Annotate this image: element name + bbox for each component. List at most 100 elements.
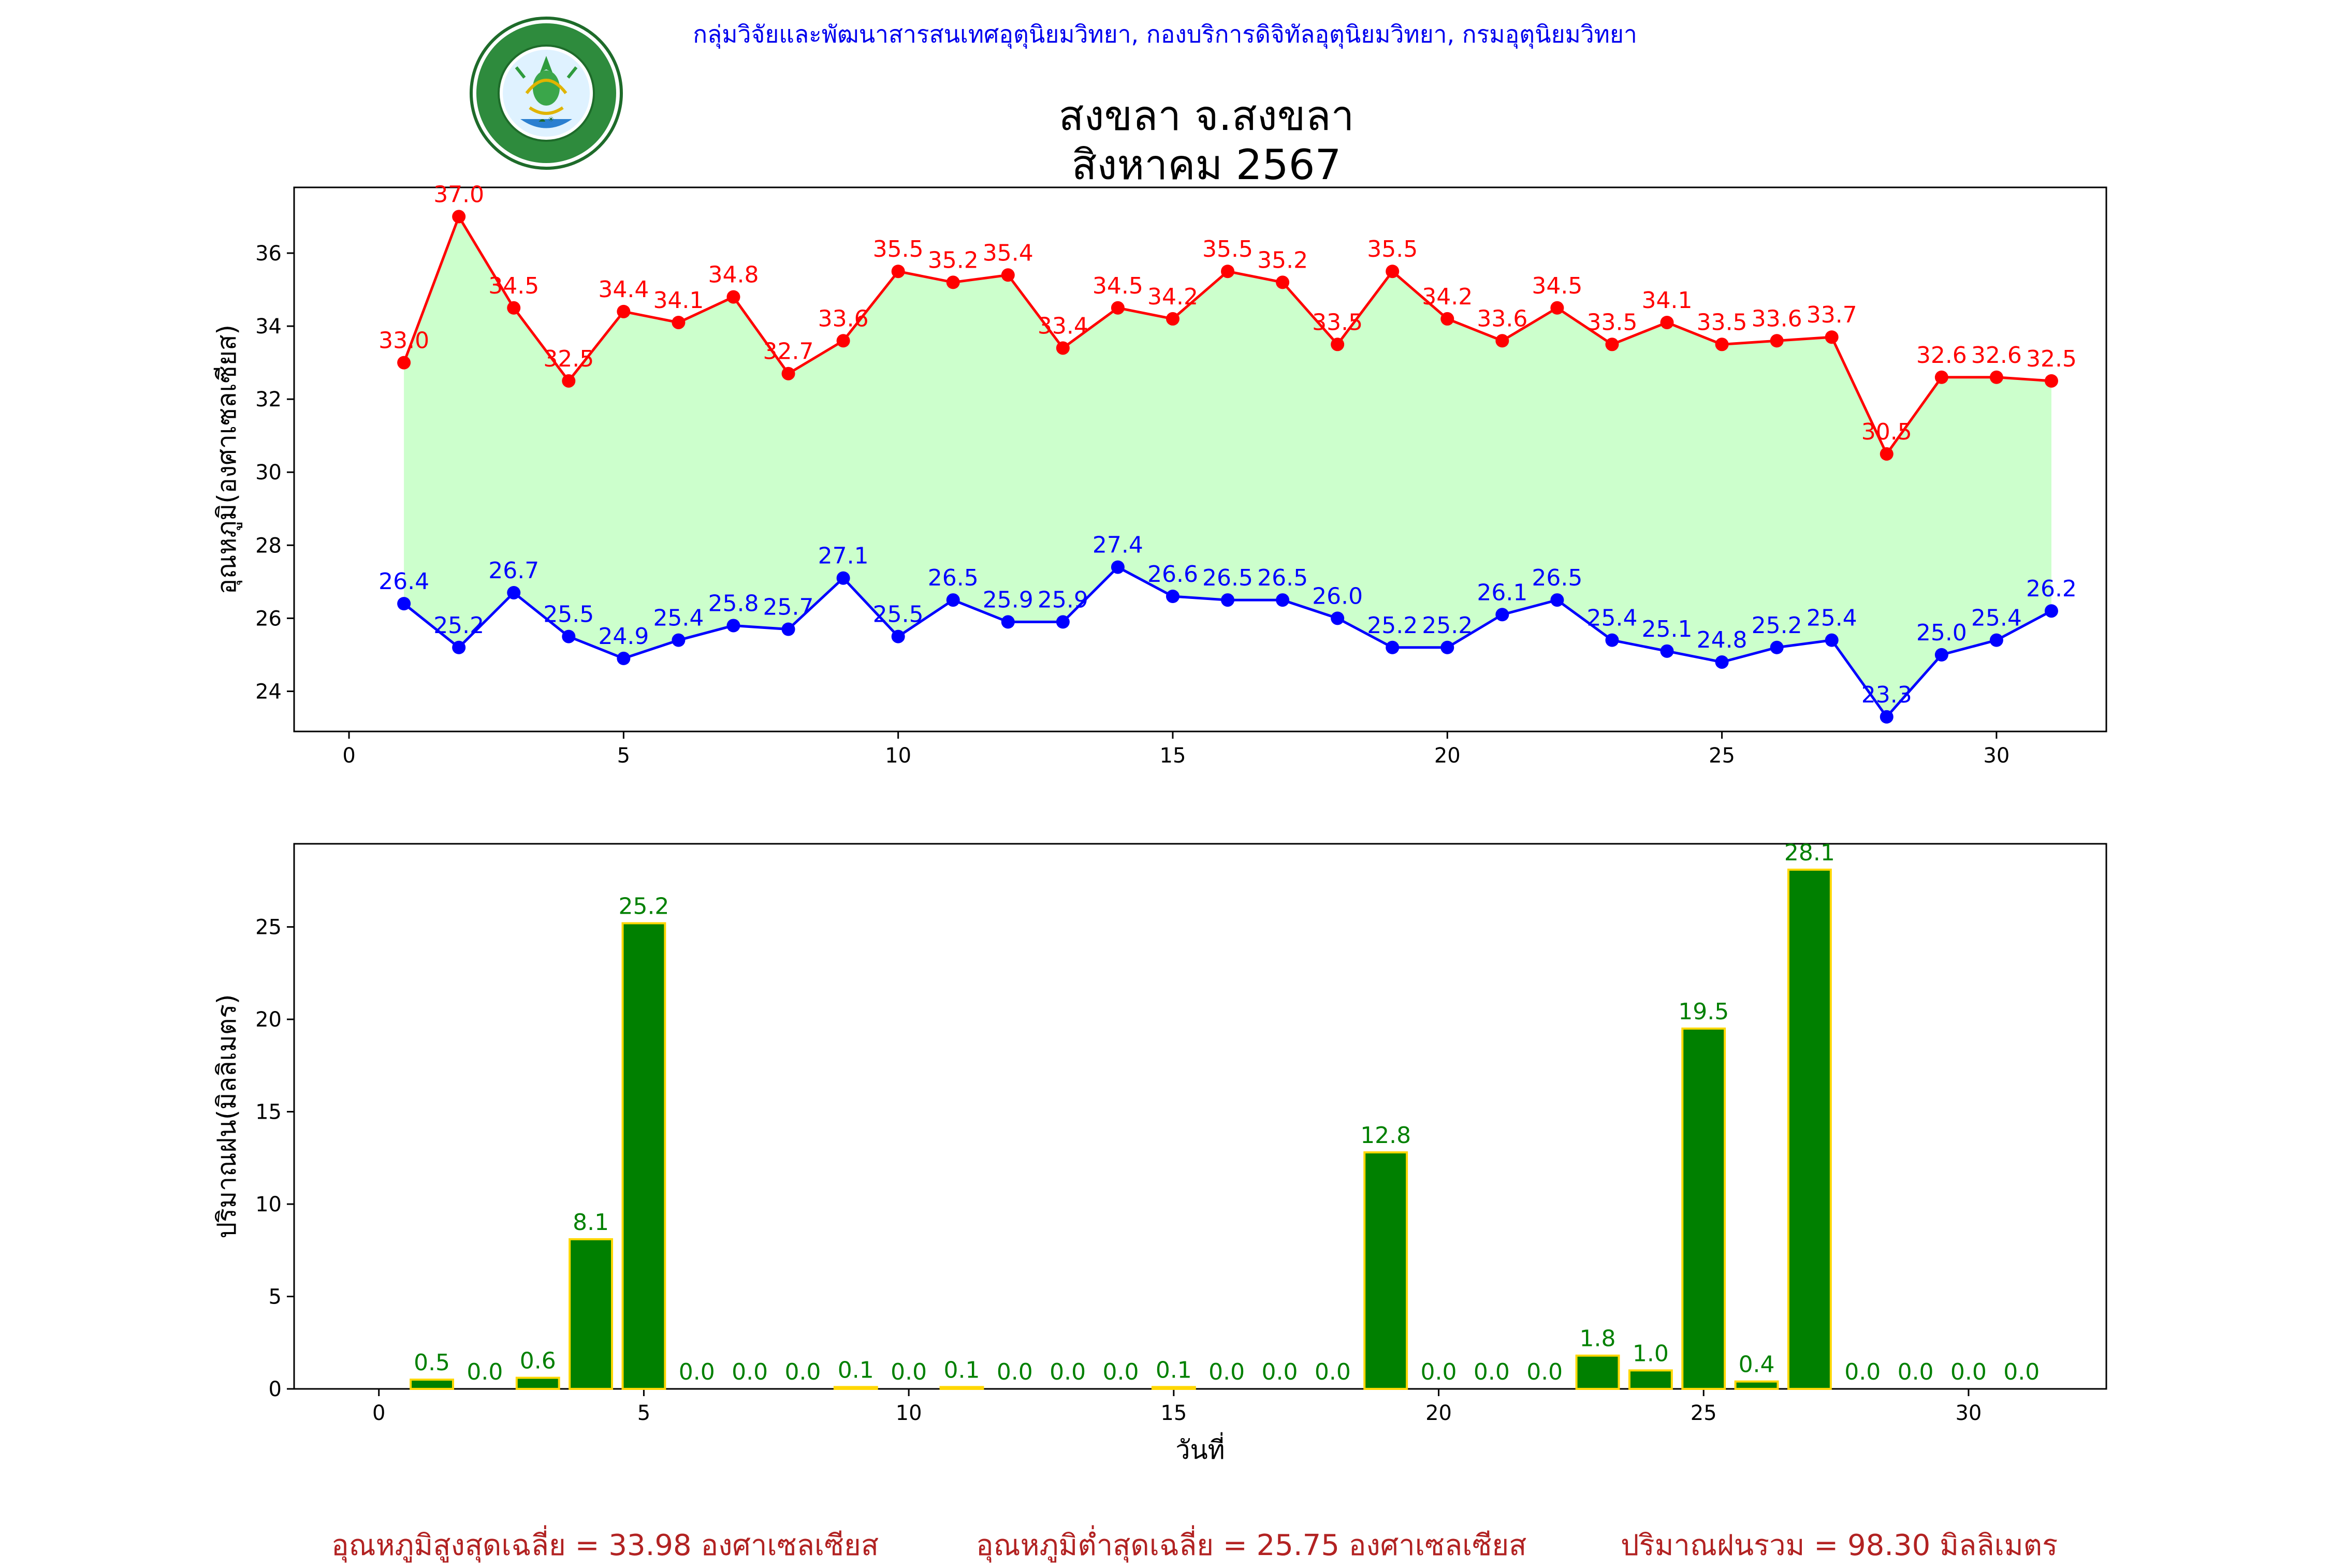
rain-bar [621, 922, 666, 1390]
y-tick-label: 26 [255, 607, 282, 631]
y-tick-label: 15 [255, 1101, 282, 1124]
tmax-data-label: 32.5 [543, 346, 594, 372]
rain-data-label: 0.0 [1474, 1359, 1510, 1385]
tmax-data-label: 35.2 [928, 247, 979, 273]
tmax-point [1166, 312, 1179, 326]
tmin-point [946, 593, 960, 607]
summary-total-rain: ปริมาณฝนรวม = 98.30 มิลลิเมตร [1621, 1529, 2058, 1562]
rainfall-chart: 0 5 10 15 20 25 30 0 5 10 15 20 25 ปริมาณฝน(มิลลิเมตร… [212, 840, 2107, 1465]
tmin-point [562, 629, 576, 643]
tmin-data-label: 25.8 [708, 590, 759, 617]
tmax-point [1934, 370, 1948, 384]
plot-frame [293, 186, 2107, 732]
tmax-data-label: 33.5 [1697, 309, 1748, 335]
tmin-data-label: 25.5 [543, 602, 594, 628]
x-tick-label: 30 [1983, 744, 2009, 768]
rain-bar [1575, 1354, 1620, 1390]
tmax-point [1001, 268, 1015, 282]
rain-bar [569, 1238, 614, 1390]
y-axis-label: ปริมาณฝน(มิลลิเมตร) [212, 994, 242, 1238]
rain-data-label: 0.0 [1050, 1359, 1086, 1385]
y-tick-label: 32 [255, 388, 282, 412]
x-tick-label: 25 [1709, 744, 1735, 768]
tmin-point [1660, 644, 1674, 658]
rain-data-label: 0.0 [1844, 1359, 1881, 1385]
tmin-point [617, 651, 631, 665]
rain-data-label: 12.8 [1360, 1122, 1411, 1149]
tmax-data-label: 34.2 [1147, 284, 1198, 310]
rain-bar [1151, 1386, 1196, 1390]
rain-bar [833, 1386, 878, 1390]
tmin-data-label: 26.5 [1257, 565, 1308, 591]
plot-frame [293, 843, 2107, 1390]
tmax-data-label: 34.1 [653, 287, 704, 314]
tmin-data-label: 25.2 [433, 612, 484, 639]
rain-data-label: 8.1 [573, 1209, 609, 1236]
x-tick-label: 5 [617, 744, 630, 768]
rain-data-label: 0.4 [1739, 1352, 1775, 1378]
tmin-point [1276, 593, 1290, 607]
rain-data-label: 0.0 [732, 1359, 768, 1385]
tmin-data-label: 25.4 [1586, 605, 1637, 632]
x-tick-label: 20 [1425, 1401, 1452, 1425]
x-tick-label: 0 [372, 1401, 385, 1425]
tmin-point [1989, 633, 2003, 647]
x-tick-label: 10 [896, 1401, 922, 1425]
summary-avg-min: อุณหภูมิต่ำสุดเฉลี่ย = 25.75 องศาเซลเซีย… [976, 1529, 1527, 1562]
tmin-data-label: 23.3 [1861, 682, 1912, 708]
tmax-data-label: 34.2 [1422, 284, 1473, 310]
rain-bar [1628, 1369, 1673, 1390]
rain-data-label: 0.5 [414, 1350, 450, 1376]
tmin-data-label: 26.0 [1312, 583, 1363, 609]
y-tick-label: 28 [255, 534, 282, 558]
x-tick-label: 20 [1434, 744, 1461, 768]
chart-title-station: สงขลา จ.สงขลา [1058, 92, 1355, 140]
y-tick-label: 0 [269, 1378, 282, 1401]
tmin-data-label: 26.5 [1532, 565, 1582, 591]
tmax-point [2044, 374, 2058, 388]
rain-data-label: 0.0 [2003, 1359, 2040, 1385]
rain-data-label: 28.1 [1784, 840, 1835, 866]
tmin-point [1715, 655, 1729, 669]
x-tick-label: 25 [1691, 1401, 1717, 1425]
tmin-data-label: 25.7 [763, 594, 814, 620]
tmin-data-label: 25.2 [1367, 612, 1418, 639]
tmin-data-label: 26.4 [378, 568, 429, 595]
tmin-data-label: 25.0 [1916, 620, 1967, 646]
tmin-data-label: 25.4 [653, 605, 704, 632]
meteorological-department-logo: ☁ ☀ [469, 16, 624, 171]
rain-data-label: 0.0 [997, 1359, 1033, 1385]
tmax-data-label: 35.2 [1257, 247, 1308, 273]
tmin-data-label: 25.5 [873, 602, 924, 628]
rain-data-label: 0.0 [1102, 1359, 1139, 1385]
rain-data-label: 0.0 [1950, 1359, 1987, 1385]
tmin-point [1770, 640, 1784, 654]
tmax-data-label: 35.4 [983, 240, 1033, 266]
y-tick-label: 5 [269, 1285, 282, 1309]
tmin-point [1221, 593, 1235, 607]
rain-bar [1681, 1027, 1726, 1390]
tmax-point [672, 315, 686, 329]
tmax-point [891, 265, 905, 279]
temperature-chart: 0 5 10 15 20 25 30 24 26 28 30 32 34 36 อุณหภูมิ(องศาเ… [212, 181, 2107, 768]
tmax-data-label: 33.5 [1312, 309, 1363, 335]
tmin-point [672, 633, 686, 647]
y-tick-label: 20 [255, 1008, 282, 1032]
rain-data-label: 0.1 [838, 1357, 874, 1383]
rain-data-label: 0.0 [1315, 1359, 1351, 1385]
tmax-data-label: 34.4 [598, 276, 649, 303]
tmax-point [617, 304, 631, 318]
chart-title-month: สิงหาคม 2567 [1071, 141, 1342, 189]
tmax-point [1221, 265, 1235, 279]
y-tick-label: 30 [255, 461, 282, 485]
y-tick-label: 24 [255, 680, 282, 704]
tmax-point [1056, 341, 1070, 355]
tmax-point [1111, 301, 1125, 315]
y-axis-label: อุณหภูมิ(องศาเซลเซียส) [212, 325, 242, 594]
tmin-data-label: 26.7 [488, 558, 539, 584]
tmin-data-label: 27.1 [818, 543, 869, 569]
tmax-data-label: 34.8 [708, 262, 759, 288]
tmax-data-label: 33.0 [378, 328, 429, 354]
tmin-point [726, 619, 740, 633]
